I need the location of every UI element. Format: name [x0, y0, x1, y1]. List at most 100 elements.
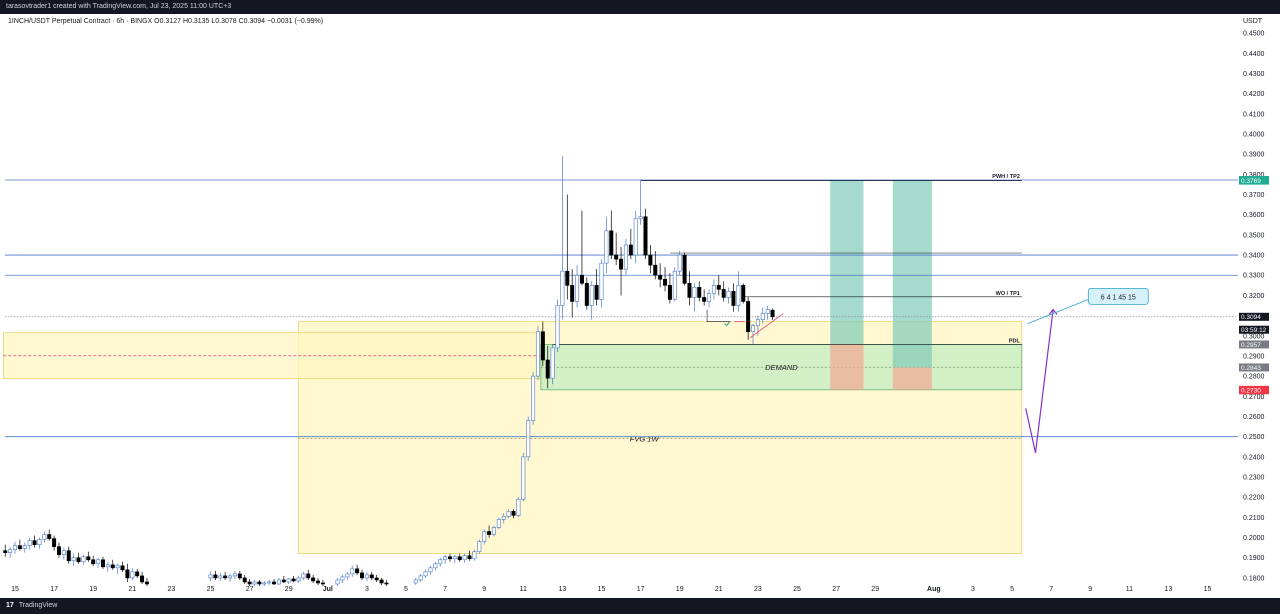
candle [242, 574, 247, 584]
candle-body [56, 546, 61, 556]
candle-body [374, 577, 379, 581]
candle-body [721, 289, 726, 298]
time-tick-label: 19 [89, 586, 97, 593]
candle [687, 271, 692, 306]
time-tick-label: 15 [598, 586, 606, 593]
time-tick-label: 7 [443, 586, 447, 593]
candle-body [770, 309, 775, 318]
candle-body [677, 254, 682, 272]
price-tick-label: 0.3400 [1243, 253, 1265, 260]
time-tick-label: 5 [404, 586, 408, 593]
candle [501, 513, 506, 524]
check-mark-icon [724, 321, 731, 327]
candle [721, 281, 726, 302]
price-tick-label: 0.2100 [1243, 515, 1265, 522]
candle-body [452, 556, 457, 560]
candle-body [232, 573, 237, 577]
candle [477, 539, 482, 554]
candle-body [535, 331, 540, 377]
candle [751, 323, 756, 344]
candle-body [8, 549, 13, 554]
candle [423, 569, 428, 578]
candle-body [496, 519, 501, 528]
candle [364, 571, 369, 581]
candle-body [643, 216, 648, 256]
candle-body [467, 555, 472, 560]
candle [575, 265, 580, 308]
candle-body [42, 534, 47, 540]
time-tick-label: 3 [365, 586, 369, 593]
time-tick-label: 23 [754, 586, 762, 593]
candle [360, 569, 365, 580]
callout-box[interactable] [1087, 287, 1149, 305]
candle [443, 554, 448, 564]
time-tick-label: 29 [871, 586, 879, 593]
price-tag-label: 0.3094 [1241, 314, 1261, 321]
candle [115, 563, 120, 574]
candle [614, 232, 619, 266]
candle [213, 570, 218, 580]
zone-left-zone [2, 332, 544, 380]
candle-body [3, 550, 8, 554]
symbol-legend[interactable]: 1INCH/USDT Perpetual Contract · 6h · BIN… [8, 18, 324, 25]
candle-body [707, 293, 712, 302]
candle-body [575, 274, 580, 302]
price-tick-label: 0.4200 [1243, 91, 1265, 98]
candle-body [511, 511, 516, 516]
candle-body [423, 571, 428, 577]
price-tag [1239, 176, 1269, 185]
candle-body [633, 218, 638, 256]
candles-layer [3, 156, 775, 586]
candle [760, 307, 765, 324]
candle-body [736, 285, 741, 306]
candle-body [755, 319, 760, 326]
candle-body [110, 564, 115, 569]
candle-body [472, 551, 477, 560]
candle [531, 372, 536, 425]
price-tick-label: 0.3500 [1243, 232, 1265, 239]
candle-body [71, 557, 76, 562]
callout-pointer [1027, 299, 1089, 325]
candle [521, 452, 526, 502]
candle-body [237, 573, 242, 579]
candle [619, 246, 624, 296]
candle-body [482, 531, 487, 542]
candle-body [428, 567, 433, 573]
candle-body [140, 575, 145, 583]
position-stop-1 [830, 344, 864, 390]
price-tick-label: 0.1900 [1243, 555, 1265, 562]
candle [560, 156, 565, 320]
candle [589, 281, 594, 320]
candle [37, 537, 42, 549]
candle-body [115, 565, 120, 569]
price-tag-label: 0.2843 [1241, 365, 1261, 372]
candle-body [384, 582, 389, 585]
candle [8, 546, 13, 558]
candle [237, 570, 242, 580]
level-label-5: PDL [1009, 338, 1021, 344]
price-tag [1239, 312, 1269, 321]
candle-body [545, 359, 550, 379]
price-chart[interactable]: FVG 1W DEMAND PWH / TP2 WO / TP1 PDL 6 4 1 … [0, 14, 1280, 598]
price-tick-label: 0.4100 [1243, 111, 1265, 118]
candle [345, 571, 350, 580]
price-axis[interactable]: 0.1800 0.1900 0.2000 0.2100 0.2200 0.2300 0.24… [1239, 31, 1269, 583]
zone-label-demand: DEMAND [765, 363, 798, 372]
candle-body [286, 578, 291, 583]
zones-layer: FVG 1W DEMAND [2, 179, 1023, 555]
time-axis[interactable]: 15 17 19 21 23 25 27 29 Jul 3 5 7 9 11 13 15 17 19 21 23 25 2… [11, 586, 1211, 593]
candle [96, 557, 101, 568]
candle-body [741, 285, 746, 302]
candle [418, 573, 423, 582]
candle-body [316, 580, 321, 584]
candle-body [579, 274, 584, 284]
candle [320, 579, 325, 586]
candle-body [531, 375, 536, 421]
candle-body [716, 285, 721, 290]
candle-body [663, 278, 668, 286]
candle [487, 525, 492, 538]
candle-body [516, 498, 521, 516]
candle [540, 321, 545, 367]
candle-body [96, 559, 101, 565]
price-tick-label: 0.3800 [1243, 172, 1265, 179]
